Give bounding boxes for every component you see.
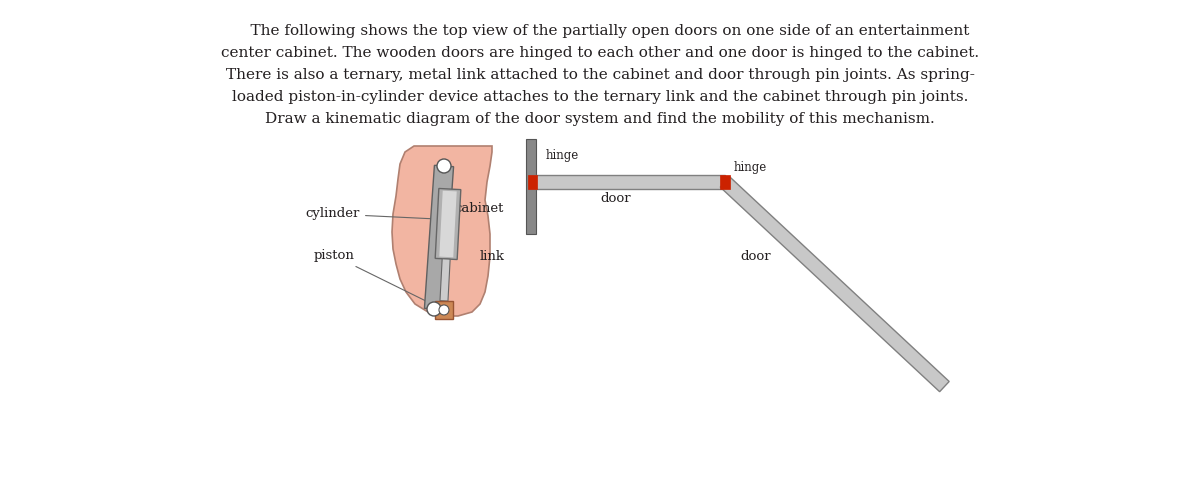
Text: link: link [480,249,504,263]
Circle shape [437,159,451,173]
Polygon shape [528,175,725,189]
Polygon shape [720,177,949,392]
Bar [434,301,452,319]
Text: hinge: hinge [546,149,580,162]
Text: The following shows the top view of the partially open doors on one side of an e: The following shows the top view of the … [230,24,970,38]
Bar [720,175,730,189]
Text: piston: piston [314,249,433,305]
Text: There is also a ternary, metal link attached to the cabinet and door through pin: There is also a ternary, metal link atta… [226,68,974,82]
Text: loaded piston-in-cylinder device attaches to the ternary link and the cabinet th: loaded piston-in-cylinder device attache… [232,90,968,104]
Text: door: door [601,192,631,205]
Text: hinge: hinge [734,161,767,174]
Circle shape [427,302,442,316]
Polygon shape [439,191,457,258]
Bar [526,139,536,234]
Text: cylinder: cylinder [306,208,434,221]
Polygon shape [425,165,454,309]
Text: center cabinet. The wooden doors are hinged to each other and one door is hinged: center cabinet. The wooden doors are hin… [221,46,979,60]
Circle shape [439,305,449,315]
Text: Draw a kinematic diagram of the door system and find the mobility of this mechan: Draw a kinematic diagram of the door sys… [265,112,935,126]
Polygon shape [392,146,492,316]
Polygon shape [440,259,450,301]
Text: door: door [740,249,770,263]
Polygon shape [436,188,461,260]
Text: cabinet: cabinet [455,203,504,216]
Bar [528,175,538,189]
